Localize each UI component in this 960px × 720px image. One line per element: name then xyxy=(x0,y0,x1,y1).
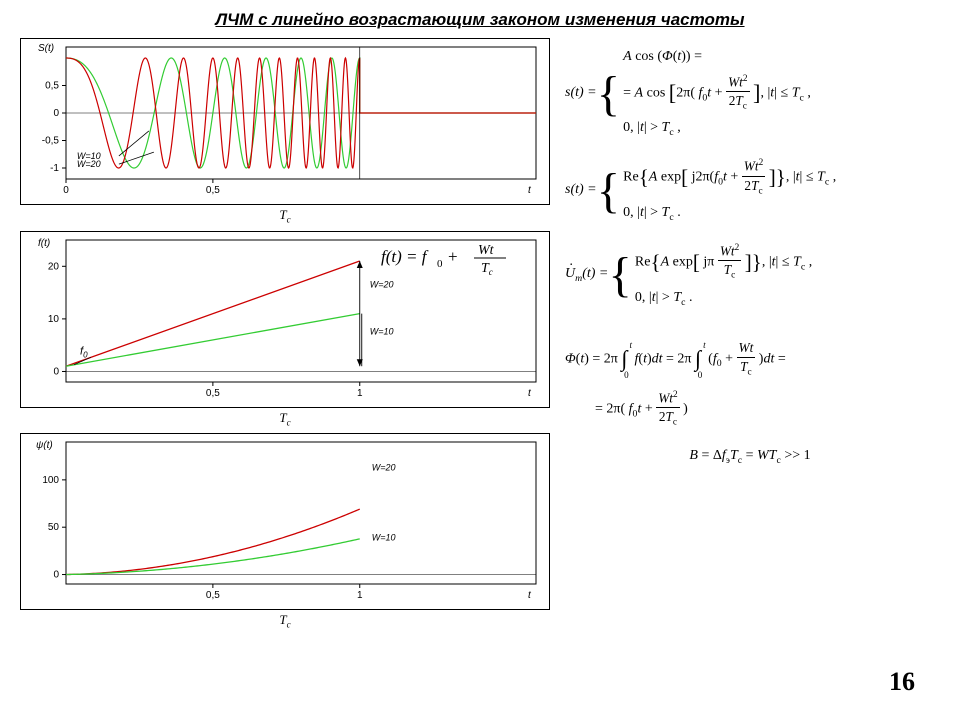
svg-text:S(t): S(t) xyxy=(38,43,54,54)
svg-text:0: 0 xyxy=(437,258,443,270)
svg-text:f(t): f(t) xyxy=(38,238,50,249)
svg-text:ψ(t): ψ(t) xyxy=(36,440,53,451)
svg-text:10: 10 xyxy=(48,313,60,324)
svg-text:0: 0 xyxy=(53,570,59,581)
svg-text:-0,5: -0,5 xyxy=(42,136,60,147)
eq-phi: Φ(t) = 2π ∫t0 f(t)dt = 2π ∫t0 (f0 + WtTc… xyxy=(565,339,935,430)
svg-text:0,5: 0,5 xyxy=(206,590,220,601)
svg-text:W=20: W=20 xyxy=(372,463,396,473)
frequency-plot: 0 10 20 0,5 1 W=20 W=10 f0 f(t) = f 0 + Wt Tc f(t) t xyxy=(20,231,550,408)
svg-text:50: 50 xyxy=(48,522,60,533)
plot3-xlabel: Tc xyxy=(20,612,550,630)
eq-s-cos: s(t) = { A cos (Φ(t)) = = A cos [2π( f0t… xyxy=(565,48,935,139)
svg-text:f0: f0 xyxy=(80,345,88,359)
eq-s-exp: s(t) = { Re{A exp[ j2π(f0t + Wt22Tc ]}, … xyxy=(565,157,935,224)
svg-text:20: 20 xyxy=(48,261,60,272)
svg-text:0: 0 xyxy=(53,366,59,377)
eq-um: ·Um(t) = { Re{A exp[ jπ Wt2Tc ]}, |t| ≤ … xyxy=(565,242,935,309)
svg-text:-1: -1 xyxy=(50,163,59,174)
svg-text:0,5: 0,5 xyxy=(45,81,59,92)
svg-text:1: 1 xyxy=(357,590,363,601)
svg-text:f(t) = f: f(t) = f xyxy=(381,247,429,266)
svg-text:t: t xyxy=(528,590,532,601)
slide-number: 16 xyxy=(889,667,915,697)
equations-column: s(t) = { A cos (Φ(t)) = = A cos [2π( f0t… xyxy=(565,38,935,630)
svg-text:t: t xyxy=(528,388,532,399)
svg-text:0,5: 0,5 xyxy=(206,185,220,196)
svg-text:+: + xyxy=(448,247,458,266)
svg-text:0: 0 xyxy=(63,185,69,196)
plots-column: -1-0,500,500,5S(t)tW=10W=20 Tc 010200,51… xyxy=(20,38,550,630)
page-title: ЛЧМ с линейно возрастающим законом измен… xyxy=(20,10,940,30)
svg-text:0,5: 0,5 xyxy=(206,388,220,399)
svg-text:W=20: W=20 xyxy=(77,159,101,169)
svg-text:1: 1 xyxy=(357,388,363,399)
signal-plot: -1-0,500,500,5S(t)tW=10W=20 xyxy=(20,38,550,205)
plot2-xlabel: Tc xyxy=(20,410,550,428)
eq-base: B = ΔfэTc = WTc >> 1 xyxy=(565,447,935,467)
phase-plot: 0 50 100 0,5 1 W=20 W=10 ψ(t) t xyxy=(20,433,550,610)
svg-text:Wt: Wt xyxy=(478,243,495,258)
svg-text:W=10: W=10 xyxy=(370,326,394,336)
svg-text:Tc: Tc xyxy=(481,261,493,277)
svg-text:0: 0 xyxy=(53,108,59,119)
plot1-xlabel: Tc xyxy=(20,207,550,225)
svg-text:W=20: W=20 xyxy=(370,279,394,289)
svg-text:W=10: W=10 xyxy=(372,533,396,543)
svg-text:100: 100 xyxy=(42,475,59,486)
svg-text:t: t xyxy=(528,185,532,196)
